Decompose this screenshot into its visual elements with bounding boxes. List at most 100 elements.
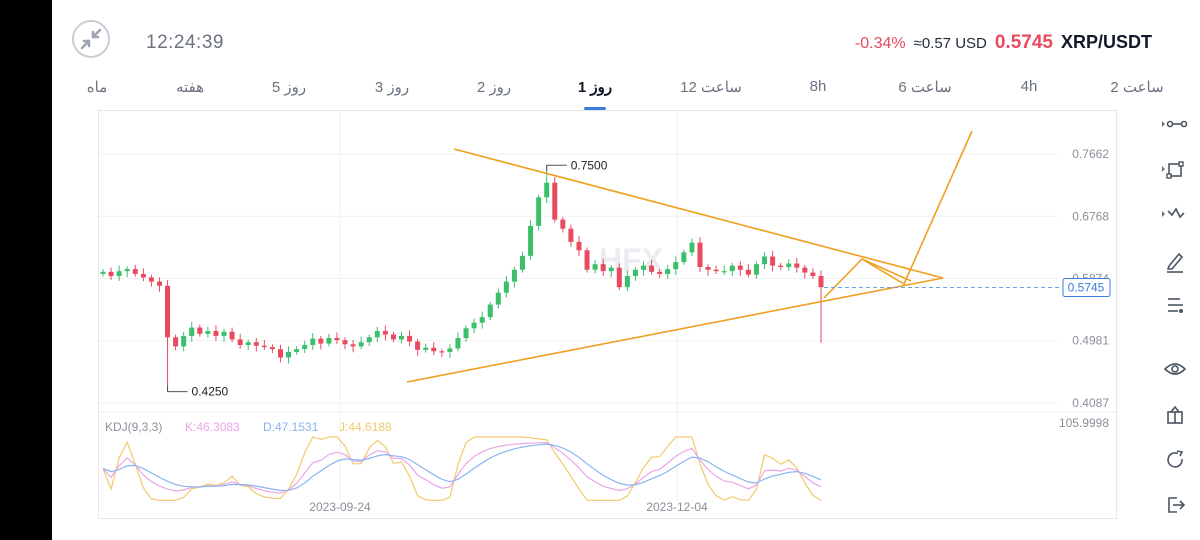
candle <box>568 224 574 247</box>
candle <box>479 311 485 329</box>
price-chart[interactable]: HFX 0.7662 0.6768 0.5874 0.4981 0.4087 0… <box>99 111 1118 520</box>
clear-drawings-icon <box>1167 405 1183 424</box>
candle <box>197 324 203 337</box>
candle <box>641 261 647 276</box>
candle <box>753 261 759 279</box>
candle <box>802 264 808 279</box>
candle <box>665 264 671 279</box>
exit-button[interactable] <box>1160 490 1190 520</box>
low-price-label: 0.4250 <box>192 385 229 399</box>
candle <box>286 346 292 364</box>
candle <box>552 177 558 223</box>
tab-timeframe-1d[interactable]: 1 روز <box>577 79 613 96</box>
brush-tool-button[interactable] <box>1160 246 1190 276</box>
ticker-summary: -0.34% ≈0.57 USD 0.5745 XRP/USDT <box>855 32 1152 54</box>
candle <box>132 264 138 277</box>
candle <box>189 321 195 342</box>
low-marker: 0.4250 <box>167 385 229 399</box>
price-change-percent: -0.34% <box>854 35 906 52</box>
candle <box>737 261 743 276</box>
candle <box>455 332 461 352</box>
kdj-j-line <box>102 436 822 501</box>
candle <box>681 249 687 265</box>
kdj-d-value: D:47.1531 <box>263 420 319 434</box>
date-axis-label: 2023-12-04 <box>646 500 708 514</box>
refresh-button[interactable] <box>1160 445 1190 475</box>
tab-timeframe-8h[interactable]: 8h <box>809 78 827 95</box>
kdj-max-label: 105.9998 <box>1059 416 1109 430</box>
price-axis-tick: 0.6768 <box>1072 209 1109 223</box>
watermark-logo: HFX <box>599 242 664 278</box>
candle <box>544 165 550 204</box>
candle <box>503 276 509 298</box>
fib-tool-button[interactable] <box>1160 200 1190 230</box>
projection-wave-line[interactable] <box>861 258 912 282</box>
last-price: 0.5745 <box>994 32 1053 53</box>
line-tool-button[interactable] <box>1160 110 1190 140</box>
candle <box>390 331 396 343</box>
candle <box>624 270 630 292</box>
date-axis-label: 2023-09-24 <box>309 500 371 514</box>
clear-drawings-button[interactable] <box>1160 400 1190 430</box>
tab-timeframe-week[interactable]: هفته <box>175 79 205 96</box>
shape-tool-icon <box>1162 161 1184 179</box>
candle <box>770 250 776 272</box>
candle <box>245 339 251 350</box>
high-marker: 0.7500 <box>546 158 608 172</box>
triangle-lower-trendline[interactable] <box>406 277 944 383</box>
toggle-visibility-button[interactable] <box>1160 354 1190 384</box>
tab-timeframe-month[interactable]: ماه <box>86 79 108 96</box>
candle <box>657 269 663 278</box>
candle <box>810 268 816 279</box>
tab-timeframe-2d[interactable]: 2 روز <box>476 79 512 96</box>
tab-timeframe-12h[interactable]: 12 ساعت <box>680 79 742 96</box>
candle <box>487 301 493 320</box>
candle <box>600 258 606 277</box>
candle <box>237 333 243 349</box>
candle <box>358 336 364 350</box>
tab-timeframe-5d[interactable]: 5 روز <box>271 79 307 96</box>
tab-timeframe-3d[interactable]: 3 روز <box>374 79 410 96</box>
trading-pair-symbol[interactable]: XRP/USDT <box>1060 32 1152 52</box>
candle <box>116 265 122 281</box>
exit-icon <box>1168 497 1186 513</box>
projection-path[interactable] <box>823 130 973 299</box>
candle <box>326 333 332 347</box>
candle <box>818 270 824 343</box>
candle <box>616 263 622 290</box>
minimize-button[interactable] <box>72 20 110 58</box>
kdj-indicator-lines <box>102 436 822 501</box>
candle <box>721 265 727 275</box>
candlestick-series <box>100 165 824 392</box>
user-drawings <box>406 130 973 383</box>
candle <box>302 340 308 353</box>
tab-timeframe-2h[interactable]: 2 ساعت <box>1110 79 1164 96</box>
tab-timeframe-4h[interactable]: 4h <box>1020 78 1038 95</box>
candle <box>415 338 421 356</box>
tab-timeframe-6h[interactable]: 6 ساعت <box>898 79 952 96</box>
candle <box>140 268 146 282</box>
candle <box>584 247 590 273</box>
collapse-arrows-icon <box>80 28 102 50</box>
price-axis-tick: 0.7662 <box>1072 147 1109 161</box>
current-price-label: 0.5745 <box>1068 281 1105 295</box>
line-tool-icon <box>1162 120 1188 128</box>
candle <box>794 257 800 273</box>
candle <box>528 220 534 260</box>
candle <box>334 332 340 344</box>
candle <box>447 344 453 358</box>
chart-grid <box>99 111 1059 500</box>
shape-tool-button[interactable] <box>1160 155 1190 185</box>
candle <box>342 337 348 350</box>
refresh-icon <box>1167 450 1184 468</box>
candle <box>398 331 404 344</box>
kdj-k-line <box>102 441 822 494</box>
usd-approx-price: ≈0.57 USD <box>913 35 987 52</box>
indicator-list-button[interactable] <box>1160 290 1190 320</box>
triangle-upper-trendline[interactable] <box>453 148 944 279</box>
candle <box>205 326 211 338</box>
candle <box>439 348 445 357</box>
chart-area[interactable]: HFX 0.7662 0.6768 0.5874 0.4981 0.4087 0… <box>98 110 1118 520</box>
candle <box>697 237 703 272</box>
chart-app: 12:24:39 -0.34% ≈0.57 USD 0.5745 XRP/USD… <box>52 0 1200 540</box>
